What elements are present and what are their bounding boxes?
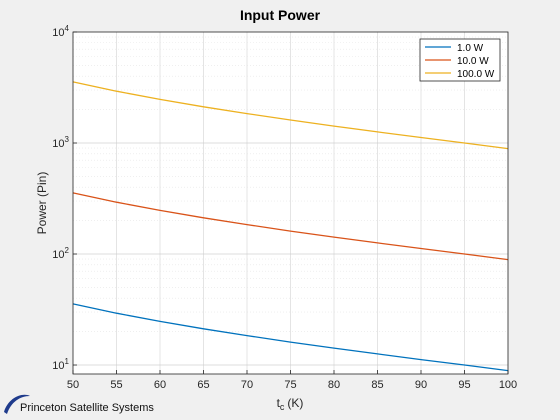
series-group: [72, 81, 509, 372]
x-tick-label: 95: [458, 379, 470, 391]
chart-title: Input Power: [240, 7, 321, 23]
legend-label: 10.0 W: [457, 56, 489, 67]
swoosh-icon: [4, 394, 30, 414]
series-line-3: [72, 81, 509, 150]
x-tick-label: 60: [154, 379, 166, 391]
series-line-1: [72, 303, 509, 372]
y-axis-label: Power (Pin): [35, 172, 49, 235]
brand-logo: Princeton Satellite Systems: [2, 390, 182, 418]
x-tick-label: 85: [371, 379, 383, 391]
brand-name: Princeton Satellite Systems: [20, 402, 154, 414]
x-axis-label-sub: c: [280, 402, 285, 412]
y-tick-label: 104: [52, 24, 69, 39]
x-tick-label: 65: [197, 379, 209, 391]
x-tick-label: 50: [67, 379, 79, 391]
x-tick-label: 55: [110, 379, 122, 391]
y-tick-label: 102: [52, 246, 69, 261]
series-line-2: [72, 192, 509, 261]
legend: 1.0 W 10.0 W 100.0 W: [419, 38, 501, 82]
y-tick-group: 101 102 103 104: [52, 24, 77, 372]
x-axis-label-main: t: [277, 396, 281, 410]
y-tick-label: 101: [52, 357, 69, 372]
y-tick-label: 103: [52, 135, 69, 150]
x-axis-label: tc (K): [277, 396, 304, 412]
x-tick-label: 80: [328, 379, 340, 391]
x-tick-group: 50 55 60 65 70 75 80 85 90 95 100: [67, 370, 517, 391]
x-tick-label: 90: [415, 379, 427, 391]
legend-label: 1.0 W: [457, 43, 484, 54]
x-tick-label: 100: [499, 379, 517, 391]
x-tick-label: 70: [241, 379, 253, 391]
legend-label: 100.0 W: [457, 69, 495, 80]
x-tick-label: 75: [284, 379, 296, 391]
x-axis-label-unit: (K): [287, 396, 303, 410]
